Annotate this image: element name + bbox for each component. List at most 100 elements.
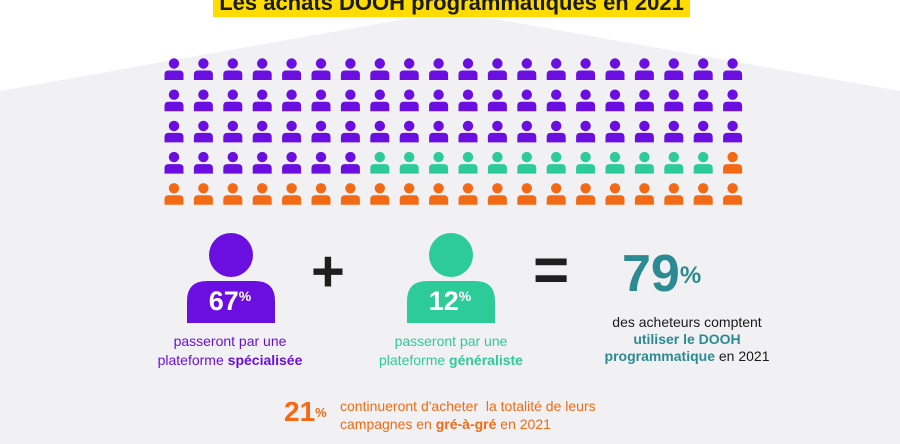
- person-icon: [576, 151, 596, 174]
- person-icon: [193, 183, 213, 205]
- person-icon: [252, 89, 272, 112]
- person-icon: [311, 58, 331, 80]
- person-icon: [311, 89, 331, 112]
- person-icon: [576, 120, 596, 143]
- person-icon: [546, 89, 566, 112]
- person-icon: [605, 89, 625, 112]
- person-icon: [282, 120, 302, 143]
- person-icon: [193, 151, 213, 174]
- person-icon: [664, 120, 684, 143]
- person-icon: [517, 151, 537, 174]
- person-icon: [399, 89, 419, 112]
- person-icon: [164, 58, 184, 80]
- person-icon: [693, 58, 713, 80]
- person-icon: [223, 120, 243, 143]
- person-icon: [311, 183, 331, 205]
- person-icon: [252, 120, 272, 143]
- person-icon: [723, 58, 743, 80]
- footer-description: continueront d'acheter la totalité de le…: [340, 398, 596, 432]
- person-icon: [458, 58, 478, 80]
- person-icon: [340, 151, 360, 174]
- person-icon: [458, 120, 478, 143]
- person-icon: [517, 58, 537, 80]
- person-icon: [429, 183, 449, 205]
- page-title: Les achats DOOH programmatiques en 2021: [219, 0, 684, 15]
- generalist-description: passeront par une plateforme généraliste: [379, 333, 523, 368]
- person-icon: [693, 120, 713, 143]
- person-icon: [370, 151, 390, 174]
- person-icon: [634, 89, 654, 112]
- person-icon: [340, 183, 360, 205]
- person-icon: [576, 183, 596, 205]
- person-icon: [693, 89, 713, 112]
- person-icon: [693, 183, 713, 205]
- generalist-person-icon: [407, 233, 495, 323]
- person-icon: [693, 151, 713, 174]
- person-icon: [605, 151, 625, 174]
- person-icon: [723, 89, 743, 112]
- person-icon: [664, 58, 684, 80]
- person-icon: [164, 151, 184, 174]
- person-icon: [458, 89, 478, 112]
- person-icon: [164, 120, 184, 143]
- person-icon: [723, 151, 743, 174]
- person-icon: [576, 58, 596, 80]
- result-description: des acheteurs comptent utiliser le DOOH …: [604, 314, 770, 364]
- person-icon: [282, 89, 302, 112]
- person-icon: [370, 89, 390, 112]
- person-icon: [517, 183, 537, 205]
- specialized-percent: 67%: [208, 286, 252, 316]
- person-icon: [164, 89, 184, 112]
- person-icon: [723, 120, 743, 143]
- person-icon: [517, 89, 537, 112]
- person-icon: [487, 183, 507, 205]
- person-icon: [487, 58, 507, 80]
- person-icon: [311, 120, 331, 143]
- person-icon: [223, 58, 243, 80]
- person-icon: [340, 58, 360, 80]
- person-icon: [399, 183, 419, 205]
- person-icon: [282, 183, 302, 205]
- person-icon: [605, 58, 625, 80]
- person-icon: [340, 120, 360, 143]
- person-icon: [429, 89, 449, 112]
- specialized-description: passeront par une plateforme spécialisée: [157, 333, 303, 368]
- person-icon: [487, 151, 507, 174]
- person-icon: [370, 58, 390, 80]
- person-icon: [193, 58, 213, 80]
- person-icon: [429, 151, 449, 174]
- person-icon: [517, 120, 537, 143]
- person-icon: [664, 183, 684, 205]
- person-icon: [399, 120, 419, 143]
- plus-sign: +: [311, 239, 345, 304]
- person-icon: [605, 183, 625, 205]
- person-icon: [487, 89, 507, 112]
- person-icon: [223, 89, 243, 112]
- person-icon: [634, 58, 654, 80]
- person-icon: [223, 183, 243, 205]
- person-icon: [223, 151, 243, 174]
- person-icon: [634, 151, 654, 174]
- person-icon: [429, 120, 449, 143]
- person-icon: [576, 89, 596, 112]
- person-icon: [458, 183, 478, 205]
- person-icon: [282, 58, 302, 80]
- equals-sign: =: [533, 236, 570, 305]
- person-icon: [370, 120, 390, 143]
- person-icon: [546, 120, 566, 143]
- person-icon: [634, 120, 654, 143]
- person-icon: [399, 151, 419, 174]
- person-icon: [634, 183, 654, 205]
- person-icon: [193, 89, 213, 112]
- footer-percent: 21%: [284, 396, 327, 427]
- person-icon: [193, 120, 213, 143]
- person-icon: [487, 120, 507, 143]
- person-icon: [252, 151, 272, 174]
- person-icon: [546, 183, 566, 205]
- person-icon: [340, 89, 360, 112]
- person-icon: [605, 120, 625, 143]
- person-icon: [429, 58, 449, 80]
- person-icon: [311, 151, 331, 174]
